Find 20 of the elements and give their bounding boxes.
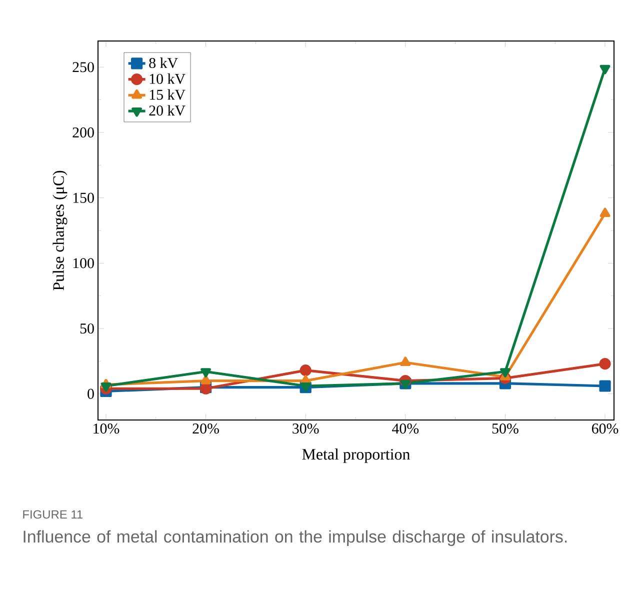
text: Influence of metal contamination on the impulse discharge of insulators. bbox=[24, 530, 567, 546]
x-tick-label: 30% bbox=[292, 424, 319, 434]
y-tick-label: 50 bbox=[80, 323, 94, 334]
y-tick-label: 100 bbox=[73, 258, 94, 268]
y-tick-label: 250 bbox=[72, 62, 94, 72]
caption: FIGURE 11 bbox=[23, 510, 83, 519]
x-tick-label: 20% bbox=[192, 424, 219, 434]
y-axis-title: Pulse charges (μC) bbox=[52, 170, 68, 290]
x-tick-label: 10% bbox=[94, 424, 120, 434]
legend-label: 8 kV bbox=[149, 58, 178, 68]
y-tick-label: 150 bbox=[73, 192, 94, 203]
x-tick-label: 50% bbox=[492, 424, 518, 434]
legend-label: 15 kV bbox=[150, 89, 186, 100]
y-tick-label: 200 bbox=[72, 127, 94, 138]
legend-label: 10 kV bbox=[150, 73, 186, 84]
x-tick-label: 60% bbox=[592, 424, 618, 434]
x-axis-title: Metal proportion bbox=[302, 448, 410, 463]
legend-label: 20 kV bbox=[149, 105, 186, 116]
y-tick-label: 0 bbox=[88, 388, 94, 399]
x-tick-label: 40% bbox=[392, 424, 419, 434]
